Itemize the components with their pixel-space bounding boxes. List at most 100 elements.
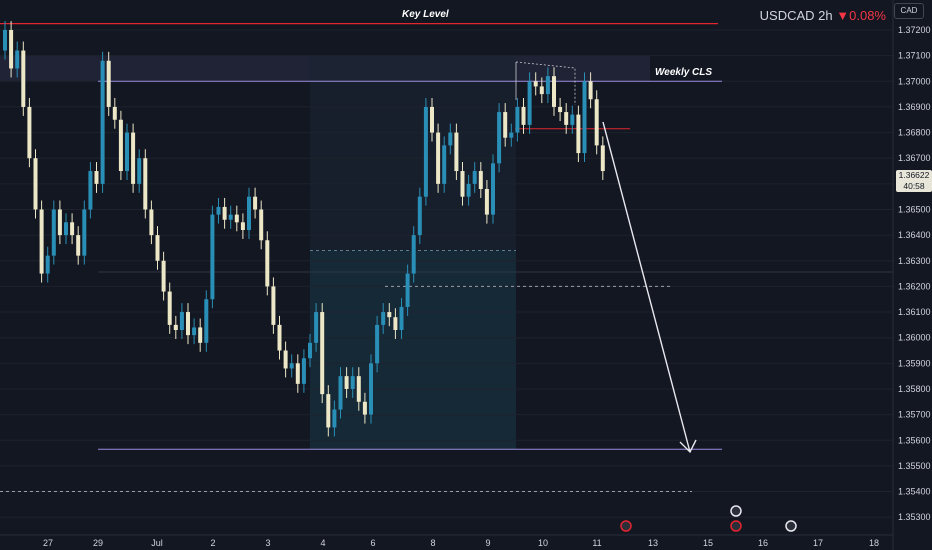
candle-body[interactable] [259,209,264,241]
candle-body[interactable] [33,158,38,210]
candle-body[interactable] [222,206,227,220]
candle-body[interactable] [393,317,398,331]
candle-body[interactable] [179,312,184,331]
candle-body[interactable] [442,145,447,184]
candle-body[interactable] [454,132,459,172]
candle-body[interactable] [570,114,575,125]
candle-body[interactable] [149,209,154,236]
candle-body[interactable] [240,222,245,231]
candle-body[interactable] [76,235,81,256]
candle-body[interactable] [247,196,251,231]
candle-body[interactable] [106,60,111,107]
candle-body[interactable] [82,209,87,256]
candle-body[interactable] [21,50,26,107]
candle-body[interactable] [332,409,337,428]
candle-body[interactable] [576,114,581,154]
candle-body[interactable] [216,206,221,215]
candle-body[interactable] [70,222,75,236]
candle-body[interactable] [88,171,93,210]
candle-body[interactable] [155,235,160,261]
candle-body[interactable] [399,306,404,331]
candle-body[interactable] [326,394,331,428]
candle-body[interactable] [64,222,68,236]
candle-body[interactable] [228,214,233,220]
candle-body[interactable] [466,183,471,197]
candle-body[interactable] [27,106,32,159]
candle-body[interactable] [344,376,349,389]
candle-body[interactable] [192,327,197,336]
candle-body[interactable] [356,376,361,402]
candle-body[interactable] [314,312,319,343]
candle-body[interactable] [143,158,148,210]
candle-body[interactable] [137,158,142,184]
candle-body[interactable] [484,188,489,215]
candle-body[interactable] [320,312,325,395]
candle-body[interactable] [234,214,239,223]
price-axis[interactable] [893,0,932,550]
candle-body[interactable] [521,106,526,125]
candle-body[interactable] [301,358,306,384]
candle-body[interactable] [600,145,605,172]
candle-body[interactable] [503,112,508,138]
candle-body[interactable] [436,132,441,184]
candle-body[interactable] [509,132,514,138]
candle-body[interactable] [478,171,483,189]
candle-body[interactable] [405,273,410,307]
candle-body[interactable] [527,81,532,125]
candle-body[interactable] [100,60,105,184]
candle-body[interactable] [118,119,123,172]
candle-body[interactable] [57,209,62,236]
candle-body[interactable] [265,240,270,287]
candle-body[interactable] [515,106,520,133]
candle-body[interactable] [545,76,550,95]
candle-body[interactable] [283,350,288,369]
candle-body[interactable] [472,171,477,184]
candle-body[interactable] [3,30,7,51]
candle-body[interactable] [125,132,129,172]
candle-body[interactable] [15,50,20,69]
candle-body[interactable] [253,196,258,210]
candle-body[interactable] [362,401,367,415]
candle-body[interactable] [289,363,294,369]
candle-body[interactable] [430,106,434,133]
candle-body[interactable] [277,324,282,351]
candle-body[interactable] [198,327,203,343]
candle-body[interactable] [460,171,465,197]
forecast-arrow[interactable] [602,121,691,453]
candle-body[interactable] [350,376,355,389]
candle-body[interactable] [381,312,386,325]
candle-body[interactable] [51,209,56,256]
candle-body[interactable] [167,291,172,325]
candle-body[interactable] [564,112,569,125]
candle-body[interactable] [594,99,599,146]
candle-body[interactable] [491,163,495,215]
candle-body[interactable] [204,299,209,343]
candle-body[interactable] [539,86,544,95]
candle-body[interactable] [588,81,593,100]
candle-body[interactable] [210,214,215,300]
candle-body[interactable] [161,260,166,292]
candle-body[interactable] [497,112,502,164]
event-marker-icon[interactable] [785,520,797,532]
candle-body[interactable] [173,324,178,331]
candle-body[interactable] [112,106,117,120]
candle-body[interactable] [387,312,392,318]
candle-body[interactable] [533,81,538,87]
event-marker-icon[interactable] [730,505,742,517]
event-marker-icon[interactable] [730,520,742,532]
candle-body[interactable] [39,209,44,274]
candle-body[interactable] [423,106,428,197]
candle-body[interactable] [308,342,312,359]
candle-body[interactable] [582,81,587,154]
candle-body[interactable] [9,30,14,69]
candle-body[interactable] [448,132,453,146]
candle-body[interactable] [338,376,343,410]
candle-body[interactable] [271,286,276,325]
candle-body[interactable] [131,132,136,184]
candle-body[interactable] [45,255,50,274]
candle-body[interactable] [295,363,300,384]
candle-body[interactable] [417,196,422,236]
candle-body[interactable] [186,312,190,336]
candle-body[interactable] [411,235,416,274]
